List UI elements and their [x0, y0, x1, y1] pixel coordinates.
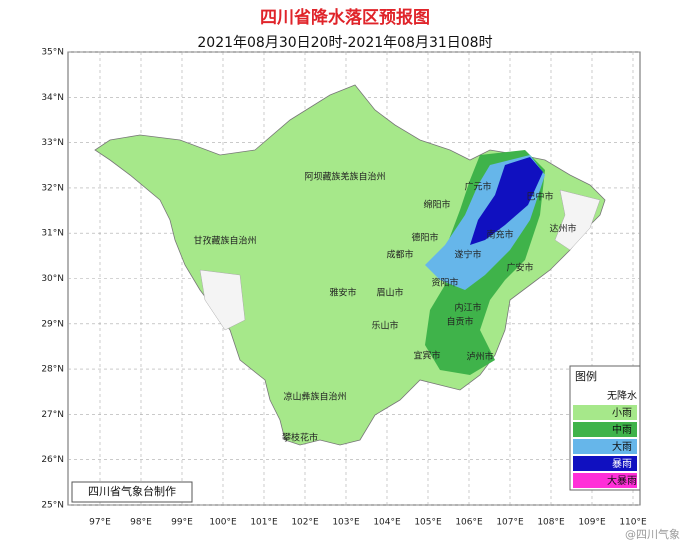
legend-item: 大雨: [612, 440, 632, 453]
lon-label: 107°E: [496, 518, 524, 528]
lon-label: 99°E: [171, 518, 193, 528]
lat-label: 32°N: [41, 183, 64, 193]
legend-swatch: [573, 388, 637, 403]
city-label: 宜宾市: [413, 350, 440, 362]
city-label: 资阳市: [431, 277, 458, 289]
lon-label: 110°E: [619, 518, 647, 528]
lat-label: 25°N: [41, 501, 64, 511]
legend-item: 无降水: [607, 389, 637, 402]
lat-label: 34°N: [41, 93, 64, 103]
watermark: @四川气象: [625, 527, 680, 541]
no-rain-area: [199, 269, 246, 331]
map-title: 四川省降水落区预报图: [260, 7, 430, 28]
city-label: 南充市: [486, 229, 513, 241]
city-label: 遂宁市: [454, 249, 481, 261]
legend-swatch: [573, 422, 637, 437]
city-label: 广安市: [506, 262, 533, 274]
lat-label: 27°N: [41, 410, 64, 420]
rainstorm-area: [470, 157, 543, 245]
city-label: 内江市: [454, 302, 481, 314]
lon-label: 102°E: [291, 518, 319, 528]
lat-label: 33°N: [41, 138, 64, 148]
city-label: 达州市: [549, 223, 576, 235]
lat-label: 26°N: [41, 455, 64, 465]
city-label: 自贡市: [446, 316, 473, 328]
lon-label: 98°E: [130, 518, 152, 528]
city-label: 凉山彝族自治州: [283, 391, 346, 403]
city-label: 阿坝藏族羌族自治州: [304, 171, 385, 183]
lon-label: 108°E: [537, 518, 565, 528]
lon-label: 100°E: [209, 518, 237, 528]
lat-label: 29°N: [41, 319, 64, 329]
legend-swatch: [573, 405, 637, 420]
lon-label: 105°E: [414, 518, 442, 528]
city-label: 成都市: [386, 249, 413, 261]
credit: 四川省气象台制作: [88, 484, 176, 498]
legend-swatch: [573, 456, 637, 471]
city-label: 眉山市: [376, 287, 403, 299]
city-label: 泸州市: [466, 351, 493, 363]
lat-label: 31°N: [41, 229, 64, 239]
city-label: 雅安市: [329, 287, 356, 299]
credit-box: [71, 481, 193, 503]
legend-item: 中雨: [612, 423, 632, 436]
city-label: 广元市: [464, 181, 491, 193]
lon-label: 97°E: [89, 518, 111, 528]
graticule: 35°N 34°N 33°N 32°N 31°N 30°N 29°N 28°N 27°N 26°N…: [41, 48, 647, 528]
city-label: 德阳市: [411, 232, 438, 244]
city-label: 绵阳市: [423, 199, 450, 211]
lat-label: 30°N: [41, 274, 64, 284]
legend-item: 暴雨: [612, 458, 632, 470]
no-rain-area: [554, 189, 601, 251]
legend-swatch: [573, 473, 637, 488]
city-label: 乐山市: [371, 320, 398, 332]
legend-title: 图例: [575, 369, 597, 383]
lat-label: 35°N: [41, 48, 64, 58]
lon-label: 101°E: [250, 518, 278, 528]
city-label: 甘孜藏族自治州: [193, 235, 256, 247]
lon-label: 103°E: [332, 518, 360, 528]
legend-swatch: [573, 439, 637, 454]
lon-label: 106°E: [455, 518, 483, 528]
lon-label: 109°E: [578, 518, 606, 528]
legend-item: 小雨: [612, 407, 632, 419]
map-subtitle: 2021年08月30日20时-2021年08月31日08时: [197, 35, 492, 51]
lon-label: 104°E: [373, 518, 401, 528]
city-label: 巴中市: [526, 191, 553, 203]
lat-label: 28°N: [41, 365, 64, 375]
legend-item: 大暴雨: [607, 474, 637, 487]
city-label: 攀枝花市: [282, 432, 318, 444]
